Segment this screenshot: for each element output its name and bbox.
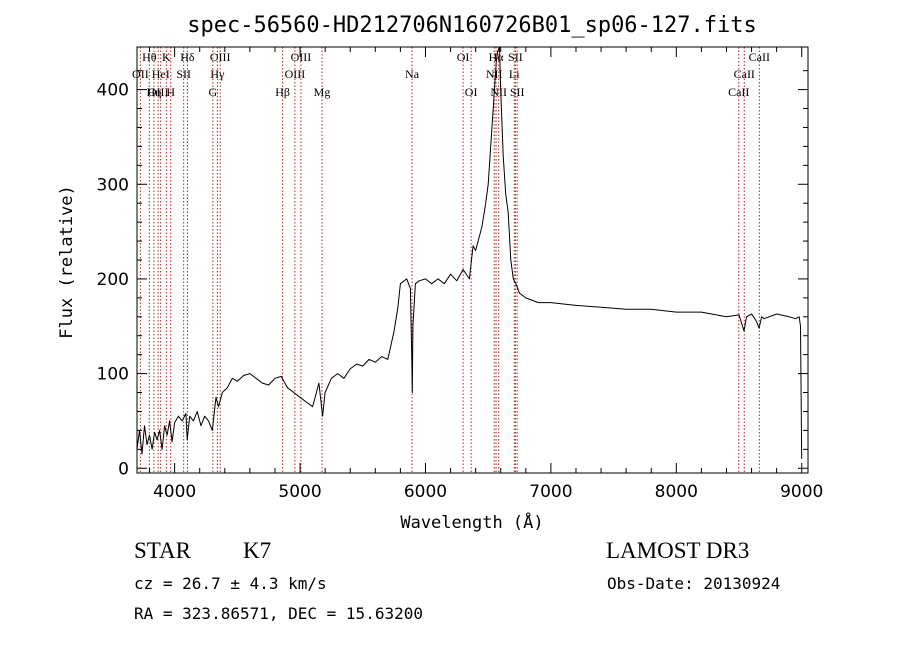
marker-label-25: CaII — [749, 50, 770, 64]
marker-label-13: OIII — [291, 50, 312, 64]
marker-label-20: NII — [486, 67, 503, 81]
redshift-cz: cz = 26.7 ± 4.3 km/s — [134, 574, 327, 593]
marker-label-7: SII — [176, 67, 191, 81]
spectral-subclass: K7 — [243, 538, 272, 563]
marker-label-23: Li — [509, 67, 520, 81]
marker-label-9: OIII — [210, 50, 231, 64]
marker-label-18: OI — [465, 85, 478, 99]
marker-label-14: OIII — [285, 67, 306, 81]
marker-label-0: Hθ — [142, 50, 157, 64]
marker-label-17: OI — [457, 50, 470, 64]
x-tick-label-1: 5000 — [278, 482, 321, 502]
spectrum-line-0 — [136, 46, 803, 459]
spectral-class: STAR — [134, 538, 191, 563]
marker-label-6: H — [166, 85, 175, 99]
x-tick-label-3: 7000 — [529, 482, 572, 502]
marker-label-16: Na — [405, 67, 420, 81]
x-tick-label-0: 4000 — [153, 482, 196, 502]
marker-label-10: Hγ — [210, 67, 225, 81]
x-tick-label-4: 8000 — [655, 482, 698, 502]
x-axis-label: Wavelength (Å) — [400, 511, 543, 533]
y-tick-label-0: 0 — [118, 459, 129, 479]
y-tick-label-1: 100 — [97, 365, 129, 385]
marker-label-15: Mg — [314, 85, 331, 99]
spectrum-series — [136, 46, 803, 459]
marker-label-4: Hη — [146, 85, 161, 99]
marker-label-2: OIII — [148, 85, 169, 99]
x-tick-label-5: 9000 — [780, 482, 823, 502]
plot-frame — [136, 46, 809, 474]
x-tick-label-2: 6000 — [404, 482, 447, 502]
marker-label-27: CaII — [728, 85, 749, 99]
y-axis-label: Flux (relative) — [57, 185, 77, 339]
marker-label-21: NII — [490, 85, 507, 99]
marker-label-3: HeI — [152, 67, 170, 81]
y-tick-label-4: 400 — [97, 81, 129, 101]
marker-label-1: OII — [132, 67, 149, 81]
y-tick-label-2: 200 — [97, 270, 129, 290]
survey-name: LAMOST DR3 — [606, 538, 750, 563]
ra-dec: RA = 323.86571, DEC = 15.63200 — [134, 604, 423, 623]
marker-label-8: Hδ — [180, 50, 195, 64]
y-tick-label-3: 300 — [97, 175, 129, 195]
chart-title: spec-56560-HD212706N160726B01_sp06-127.f… — [187, 13, 757, 38]
marker-label-11: G — [209, 85, 218, 99]
marker-label-26: CaII — [734, 67, 755, 81]
marker-label-12: Hβ — [275, 85, 290, 99]
marker-label-24: SII — [510, 85, 525, 99]
marker-label-5: K — [162, 50, 171, 64]
axes: 4000 5000 6000 7000 8000 9000 0 100 200 300 400 — [97, 46, 823, 502]
marker-label-22: SII — [508, 50, 523, 64]
obs-date: Obs-Date: 20130924 — [607, 574, 781, 593]
